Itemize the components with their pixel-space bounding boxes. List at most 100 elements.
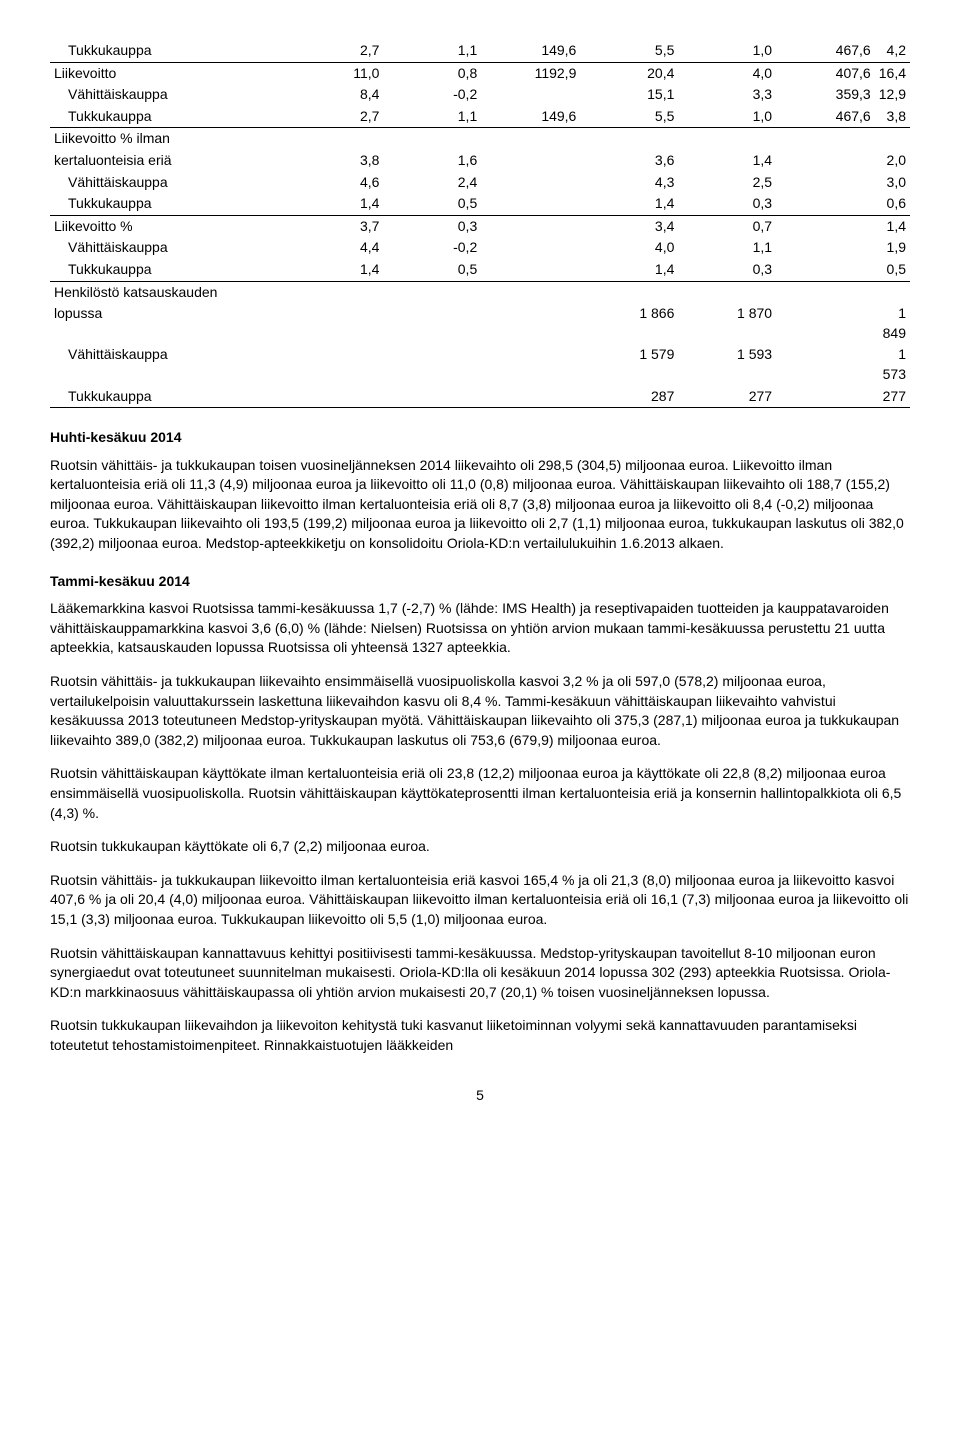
row-value: 1,1 [678,237,776,259]
row-value: 4,6 [286,172,384,194]
row-value: 1,6 [383,150,481,172]
table-row: Liikevoitto % ilman [50,128,910,150]
row-value: 1 579 [580,344,678,385]
table-row: kertaluonteisia eriä3,81,63,61,42,0 [50,150,910,172]
row-label: Tukkukauppa [50,40,286,62]
row-value [580,281,678,303]
row-value: 3,0 [875,172,910,194]
row-value [776,172,875,194]
row-label: Tukkukauppa [50,386,286,408]
row-value: 2,0 [875,150,910,172]
row-value: 2,4 [383,172,481,194]
row-value: 5,5 [580,106,678,128]
row-value: 15,1 [580,84,678,106]
row-label: Tukkukauppa [50,106,286,128]
row-value: 2,5 [678,172,776,194]
row-value [776,215,875,237]
row-value: 3,3 [678,84,776,106]
row-value: 149,6 [481,40,580,62]
row-value: 0,5 [875,259,910,281]
row-label: Vähittäiskauppa [50,84,286,106]
row-value: 4,0 [678,62,776,84]
financial-table: Tukkukauppa2,71,1149,65,51,0467,64,2Liik… [50,40,910,408]
row-value: 467,6 [776,106,875,128]
row-value: 0,6 [875,193,910,215]
row-value [383,344,481,385]
row-value: 0,5 [383,259,481,281]
row-value [776,281,875,303]
row-value: 3,4 [580,215,678,237]
row-value: 16,4 [875,62,910,84]
row-value: 149,6 [481,106,580,128]
row-label: kertaluonteisia eriä [50,150,286,172]
row-label: Tukkukauppa [50,193,286,215]
row-value: 1,9 [875,237,910,259]
row-value [875,128,910,150]
row-value [481,193,580,215]
row-value: 1,4 [678,150,776,172]
paragraph-8: Ruotsin tukkukaupan liikevaihdon ja liik… [50,1016,910,1055]
paragraph-6: Ruotsin vähittäis- ja tukkukaupan liikev… [50,871,910,930]
row-value [875,281,910,303]
row-value [286,344,384,385]
row-label: Liikevoitto [50,62,286,84]
row-value: 0,7 [678,215,776,237]
row-value [481,386,580,408]
row-value [776,303,875,344]
paragraph-2: Lääkemarkkina kasvoi Ruotsissa tammi-kes… [50,599,910,658]
row-value [481,344,580,385]
row-value [286,303,384,344]
row-value [481,237,580,259]
row-value: 359,3 [776,84,875,106]
table-row: Vähittäiskauppa4,62,44,32,53,0 [50,172,910,194]
row-value: 1 593 [678,344,776,385]
paragraph-4: Ruotsin vähittäiskaupan käyttökate ilman… [50,764,910,823]
row-value: 4,0 [580,237,678,259]
row-value: 0,3 [678,193,776,215]
row-value [776,128,875,150]
paragraph-1: Ruotsin vähittäis- ja tukkukaupan toisen… [50,456,910,554]
row-value [580,128,678,150]
row-value: 12,9 [875,84,910,106]
row-value: 2,7 [286,40,384,62]
heading-q2: Huhti-kesäkuu 2014 [50,428,910,448]
paragraph-5: Ruotsin tukkukaupan käyttökate oli 6,7 (… [50,837,910,857]
row-value: 0,8 [383,62,481,84]
row-value [776,237,875,259]
heading-h1h2: Tammi-kesäkuu 2014 [50,572,910,592]
row-value: 3,6 [580,150,678,172]
row-value: 3,7 [286,215,384,237]
table-row: Henkilöstö katsauskauden [50,281,910,303]
row-label: lopussa [50,303,286,344]
row-value: 8,4 [286,84,384,106]
row-value: 1,4 [580,193,678,215]
row-value: -0,2 [383,84,481,106]
row-value [481,150,580,172]
row-value: 287 [580,386,678,408]
row-label: Vähittäiskauppa [50,237,286,259]
table-row: Tukkukauppa1,40,51,40,30,5 [50,259,910,281]
page-number: 5 [50,1086,910,1106]
table-row: Tukkukauppa2,71,1149,65,51,0467,63,8 [50,106,910,128]
table-row: Vähittäiskauppa8,4-0,2 15,13,3359,312,9 [50,84,910,106]
row-value [383,386,481,408]
table-row: Tukkukauppa1,40,51,40,30,6 [50,193,910,215]
row-value: 5,5 [580,40,678,62]
row-label: Vähittäiskauppa [50,344,286,385]
row-value: 1,4 [580,259,678,281]
row-value [286,386,384,408]
table-row: Vähittäiskauppa4,4-0,24,01,11,9 [50,237,910,259]
row-value [776,193,875,215]
row-label: Liikevoitto % [50,215,286,237]
row-label: Liikevoitto % ilman [50,128,286,150]
row-label: Vähittäiskauppa [50,172,286,194]
paragraph-7: Ruotsin vähittäiskaupan kannattavuus keh… [50,944,910,1003]
table-row: lopussa1 8661 8701 849 [50,303,910,344]
row-value [481,303,580,344]
row-value [383,128,481,150]
row-value: 20,4 [580,62,678,84]
row-value: 1 870 [678,303,776,344]
row-value: 0,3 [383,215,481,237]
table-row: Tukkukauppa287277277 [50,386,910,408]
row-value [481,128,580,150]
